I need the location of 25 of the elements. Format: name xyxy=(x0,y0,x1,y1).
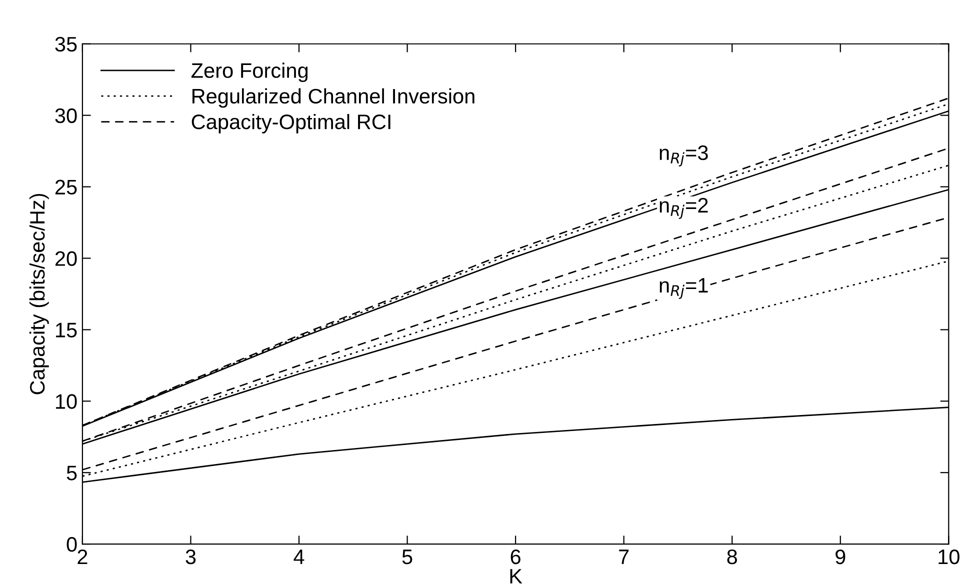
y-tick-label: 10 xyxy=(56,394,77,409)
legend-label: Regularized Channel Inversion xyxy=(192,88,474,108)
y-tick-label: 5 xyxy=(66,466,77,480)
annotation: n$_{Rj}$=3 xyxy=(660,145,708,166)
x-tick-label: 9 xyxy=(836,549,846,564)
x-tick-label: 2 xyxy=(78,549,88,564)
y-tick-label: 35 xyxy=(55,36,77,52)
x-tick-label: 3 xyxy=(186,549,196,564)
x-tick-label: 10 xyxy=(938,549,960,564)
y-tick-label: 30 xyxy=(55,108,77,124)
legend-label: Capacity-Optimal RCI xyxy=(192,114,390,134)
y-tick-label: 0 xyxy=(66,537,77,552)
x-tick-label: 7 xyxy=(619,550,629,564)
x-tick-label: 8 xyxy=(727,549,737,564)
x-tick-label: 4 xyxy=(294,550,304,564)
x-tick-label: 6 xyxy=(510,549,520,564)
annotation: n$_{Rj}$=2 xyxy=(660,198,708,219)
annotation: n$_{Rj}$=1 xyxy=(660,278,708,299)
y-axis-title: Capacity (bits/sec/Hz) xyxy=(29,194,49,394)
x-tick-label: 5 xyxy=(402,550,412,564)
y-tick-label: 20 xyxy=(55,251,77,266)
y-tick-label: 15 xyxy=(56,322,77,338)
legend-label: Zero Forcing xyxy=(191,62,308,82)
x-axis-title: K xyxy=(510,569,522,584)
y-tick-label: 25 xyxy=(55,180,77,195)
